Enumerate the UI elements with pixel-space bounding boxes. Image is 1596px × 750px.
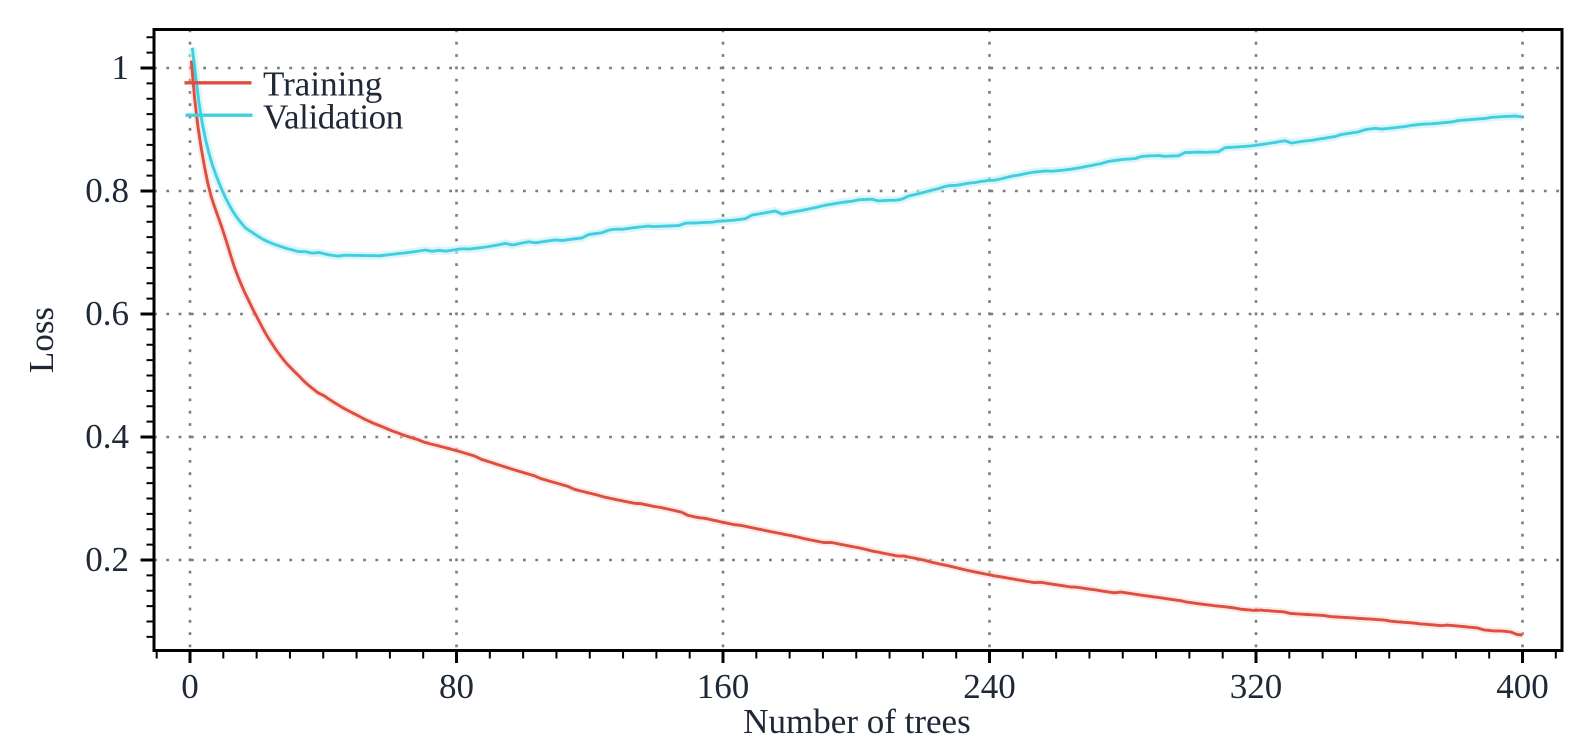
svg-text:0.2: 0.2 [85,540,129,579]
svg-text:0: 0 [181,667,199,706]
svg-text:Training: Training [263,65,382,104]
svg-text:1: 1 [112,48,130,87]
svg-text:320: 320 [1230,667,1283,706]
svg-text:160: 160 [697,667,750,706]
svg-text:0.4: 0.4 [85,417,129,456]
svg-text:0.6: 0.6 [85,294,129,333]
svg-text:80: 80 [439,667,474,706]
svg-text:Validation: Validation [263,98,403,137]
svg-text:0.8: 0.8 [85,171,129,210]
svg-text:Number of trees: Number of trees [743,702,970,741]
svg-text:400: 400 [1496,667,1549,706]
svg-text:240: 240 [963,667,1016,706]
svg-text:Loss: Loss [22,307,61,373]
